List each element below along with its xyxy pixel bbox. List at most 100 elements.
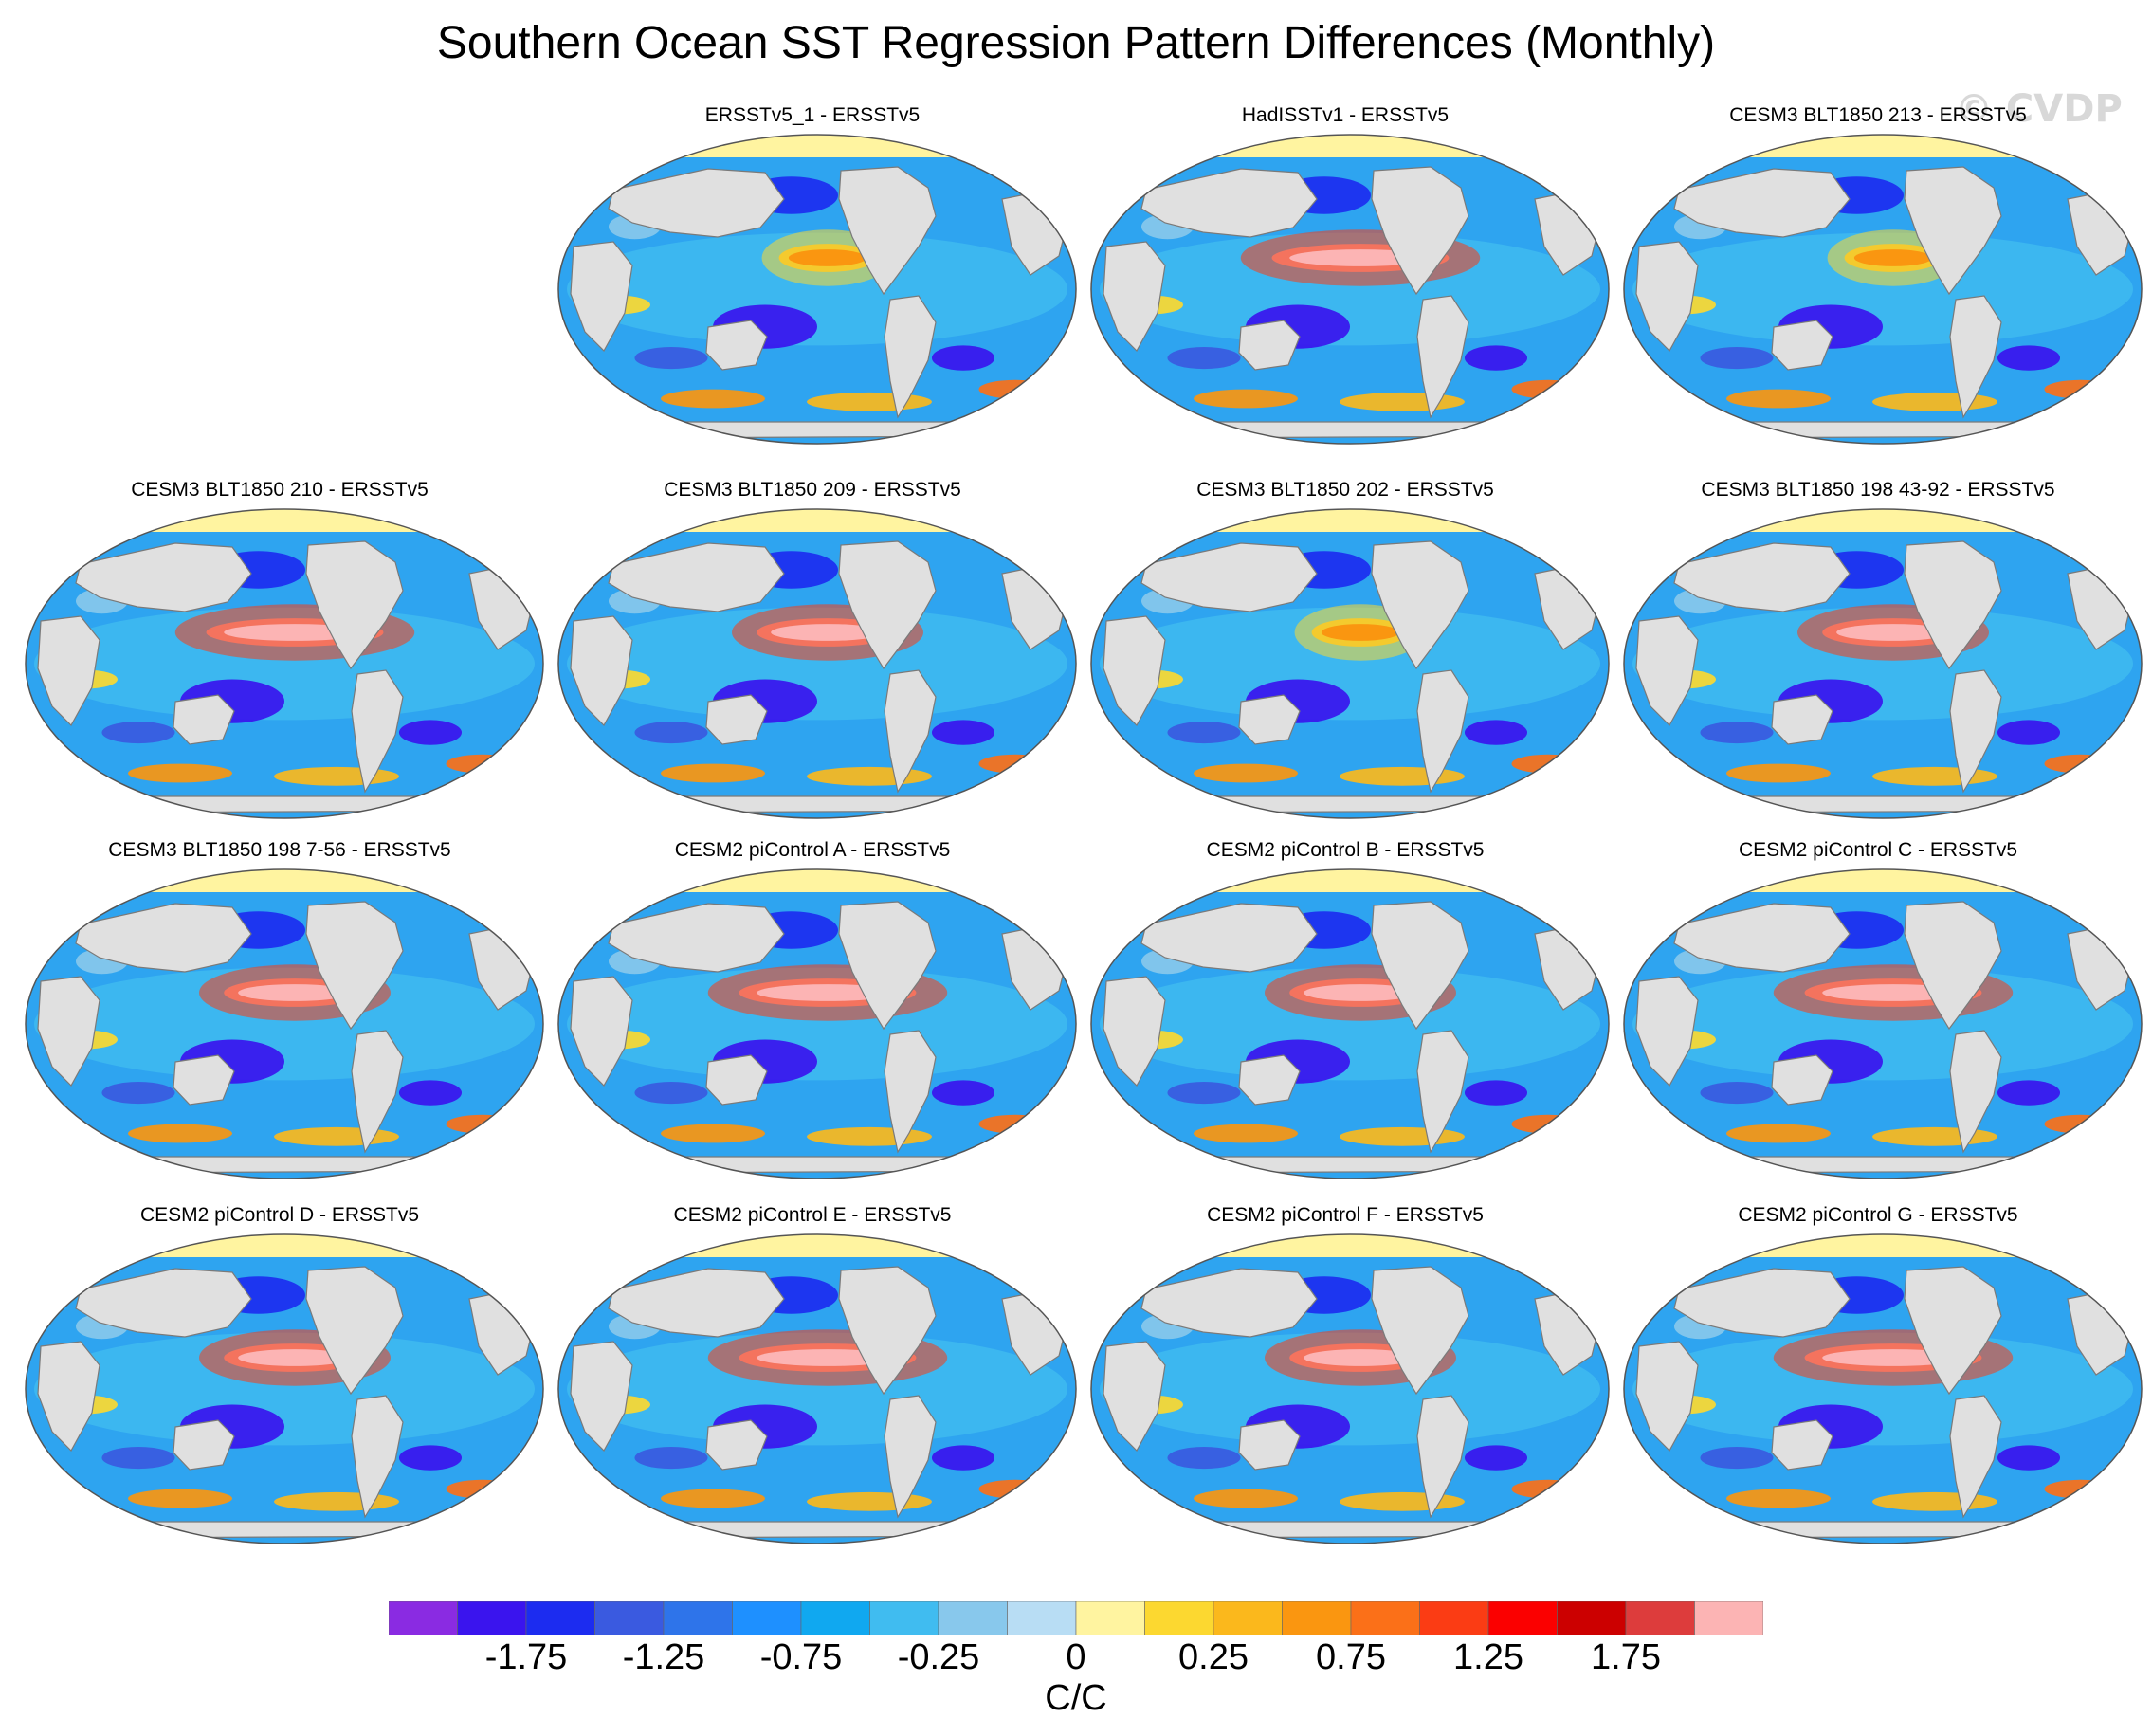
anomaly-patch bbox=[101, 722, 175, 744]
land-mass bbox=[351, 669, 404, 794]
land-mass bbox=[1103, 976, 1166, 1087]
colorbar-swatch bbox=[594, 1601, 665, 1635]
land-mass bbox=[608, 168, 785, 238]
anomaly-patch bbox=[932, 1080, 994, 1106]
map-frame bbox=[557, 1233, 1077, 1544]
land-mass bbox=[37, 976, 100, 1087]
arctic-band bbox=[1624, 509, 2142, 532]
anomaly-patch bbox=[1167, 1447, 1241, 1470]
land-mass bbox=[1904, 1266, 2002, 1396]
anomaly-patch bbox=[399, 1445, 462, 1471]
robinson-map bbox=[1090, 1233, 1610, 1544]
anomaly-patch bbox=[1194, 1489, 1298, 1508]
robinson-map bbox=[557, 1233, 1077, 1544]
robinson-map bbox=[25, 1233, 544, 1544]
panel-title: HadISSTv1 - ERSSTv5 bbox=[1241, 104, 1450, 126]
arctic-band bbox=[1091, 1234, 1609, 1257]
land-mass bbox=[1416, 1395, 1469, 1519]
land-mass bbox=[1238, 320, 1301, 371]
colorbar-swatch bbox=[1694, 1601, 1763, 1635]
land-mass bbox=[75, 1268, 252, 1338]
land-mass bbox=[1238, 694, 1301, 745]
anomaly-patch bbox=[1700, 722, 1774, 744]
colorbar bbox=[389, 1601, 1763, 1635]
land-mass bbox=[1658, 1156, 2117, 1174]
anomaly-patch bbox=[1726, 763, 1831, 783]
land-mass bbox=[884, 1030, 937, 1154]
land-mass bbox=[1949, 669, 2002, 794]
colorbar-tick-label: -1.75 bbox=[484, 1637, 568, 1677]
colorbar-tick-label: 0.75 bbox=[1316, 1637, 1386, 1677]
robinson-map bbox=[1623, 868, 2143, 1179]
anomaly-patch bbox=[1700, 347, 1774, 370]
land-mass bbox=[75, 903, 252, 973]
panel-title: CESM2 piControl C - ERSSTv5 bbox=[1738, 839, 2018, 861]
arctic-band bbox=[558, 869, 1076, 892]
land-mass bbox=[37, 1341, 100, 1452]
colorbar-swatch bbox=[732, 1601, 802, 1635]
land-mass bbox=[1125, 795, 1584, 813]
land-mass bbox=[593, 795, 1051, 813]
panel-title: CESM3 BLT1850 198 43-92 - ERSSTv5 bbox=[1701, 479, 2055, 501]
land-mass bbox=[1771, 1419, 1833, 1471]
anomaly-patch bbox=[1465, 1445, 1527, 1471]
map-frame bbox=[25, 1233, 544, 1544]
arctic-band bbox=[1091, 135, 1609, 157]
robinson-map bbox=[1623, 1233, 2143, 1544]
map-frame bbox=[1623, 508, 2143, 819]
land-mass bbox=[1949, 1395, 2002, 1519]
map-frame bbox=[1623, 134, 2143, 445]
anomaly-patch bbox=[128, 1489, 232, 1508]
land-mass bbox=[570, 976, 633, 1087]
figure-title: Southern Ocean SST Regression Pattern Di… bbox=[436, 18, 1716, 68]
land-mass bbox=[570, 241, 633, 352]
land-mass bbox=[1949, 1030, 2002, 1154]
anomaly-patch bbox=[274, 1126, 399, 1146]
colorbar-swatch bbox=[1487, 1601, 1558, 1635]
map-panel: CESM3 BLT1850 202 - ERSSTv5 bbox=[1078, 479, 1613, 830]
map-frame bbox=[25, 508, 544, 819]
anomaly-patch bbox=[661, 389, 765, 409]
land-mass bbox=[1904, 540, 2002, 670]
anomaly-patch bbox=[634, 722, 708, 744]
map-panel: ERSSTv5_1 - ERSSTv5 bbox=[545, 104, 1080, 455]
colorbar-swatch bbox=[938, 1601, 1008, 1635]
colorbar-tick-label: 0.25 bbox=[1178, 1637, 1249, 1677]
anomaly-patch bbox=[1167, 347, 1241, 370]
land-mass bbox=[60, 795, 519, 813]
colorbar-tick-label: 0 bbox=[1066, 1637, 1086, 1677]
colorbar-tick-label: 1.25 bbox=[1453, 1637, 1523, 1677]
colorbar-swatch bbox=[1213, 1601, 1283, 1635]
anomaly-patch bbox=[1726, 389, 1831, 409]
land-mass bbox=[1635, 615, 1699, 726]
robinson-map bbox=[557, 134, 1077, 445]
land-mass bbox=[173, 1419, 235, 1471]
land-mass bbox=[173, 694, 235, 745]
map-panel: HadISSTv1 - ERSSTv5 bbox=[1078, 104, 1613, 455]
land-mass bbox=[351, 1395, 404, 1519]
anomaly-patch bbox=[1872, 1126, 1997, 1146]
land-mass bbox=[1904, 901, 2002, 1031]
land-mass bbox=[705, 694, 768, 745]
land-mass bbox=[1635, 241, 1699, 352]
map-frame bbox=[557, 868, 1077, 1179]
land-mass bbox=[705, 1419, 768, 1471]
anomaly-patch bbox=[1465, 345, 1527, 371]
land-mass bbox=[705, 1054, 768, 1106]
map-frame bbox=[1623, 1233, 2143, 1544]
anomaly-patch bbox=[1340, 1126, 1465, 1146]
land-mass bbox=[305, 901, 404, 1031]
anomaly-patch bbox=[1997, 1445, 2060, 1471]
map-frame bbox=[1090, 508, 1610, 819]
land-mass bbox=[1635, 1341, 1699, 1452]
land-mass bbox=[593, 421, 1051, 439]
anomaly-patch bbox=[1872, 1491, 1997, 1511]
colorbar-swatch bbox=[1007, 1601, 1077, 1635]
robinson-map bbox=[1623, 134, 2143, 445]
land-mass bbox=[570, 615, 633, 726]
panel-title: ERSSTv5_1 - ERSSTv5 bbox=[704, 104, 921, 126]
anomaly-patch bbox=[1997, 720, 2060, 745]
arctic-band bbox=[558, 135, 1076, 157]
map-panel: CESM3 BLT1850 198 43-92 - ERSSTv5 bbox=[1611, 479, 2145, 830]
map-frame bbox=[1090, 868, 1610, 1179]
